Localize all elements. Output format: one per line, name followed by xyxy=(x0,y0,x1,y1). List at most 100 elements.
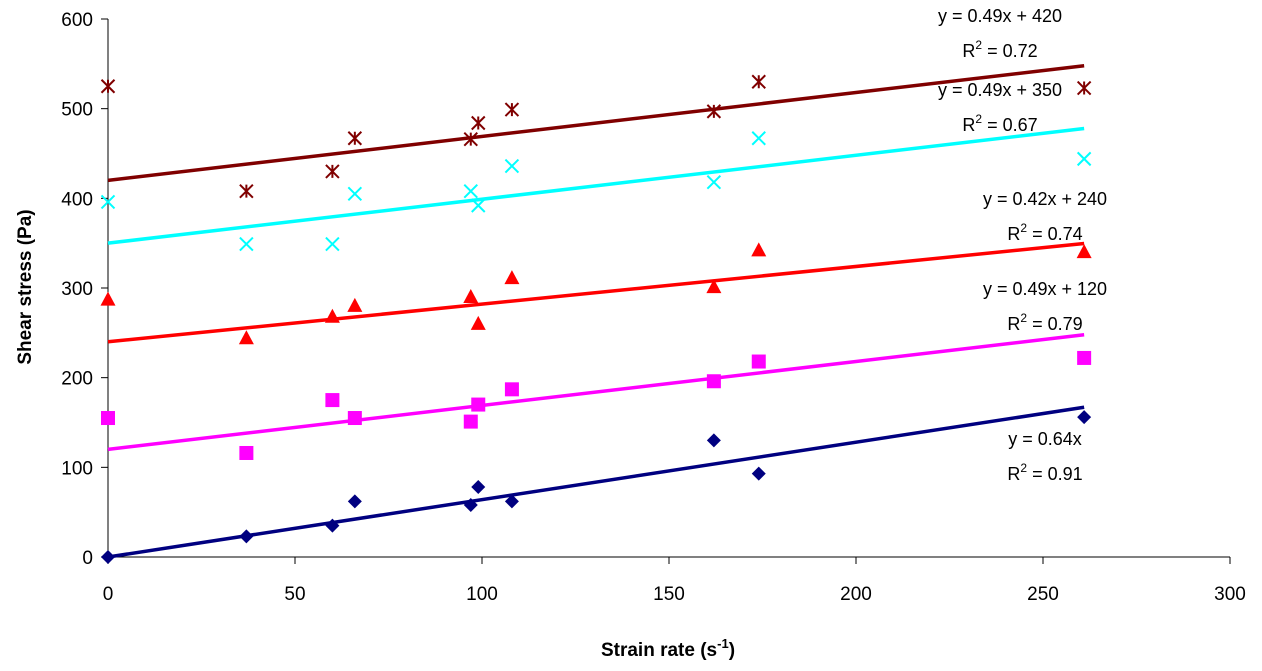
data-point xyxy=(100,194,116,210)
data-point xyxy=(239,529,254,544)
data-point xyxy=(471,397,486,412)
data-point xyxy=(347,297,363,312)
trendline xyxy=(107,405,1085,559)
r2-label: R xyxy=(962,41,975,61)
data-point xyxy=(706,374,721,389)
x-axis-title-main: Strain rate (s xyxy=(601,640,717,661)
data-point xyxy=(1076,151,1092,167)
x-axis-title-sup: -1 xyxy=(717,636,729,651)
y-tick-label: 300 xyxy=(61,279,93,300)
data-point xyxy=(463,288,479,303)
data-point xyxy=(100,291,116,306)
data-point xyxy=(238,330,254,345)
trend-r-squared: R2 = 0.67 xyxy=(962,112,1037,135)
data-point xyxy=(239,236,254,252)
r2-value: = 0.67 xyxy=(982,115,1038,135)
data-point xyxy=(101,550,115,564)
trendlines xyxy=(107,63,1085,559)
y-axis-title: Shear stress (Pa) xyxy=(15,209,36,364)
data-point xyxy=(463,414,478,429)
data-point xyxy=(101,411,115,426)
data-point xyxy=(325,164,340,179)
r2-sup: 2 xyxy=(1020,311,1027,325)
r2-label: R xyxy=(1007,224,1020,244)
data-point xyxy=(706,104,722,119)
data-point xyxy=(239,445,254,460)
data-point xyxy=(751,466,766,481)
data-point xyxy=(504,494,519,509)
data-point xyxy=(504,158,520,174)
data-point xyxy=(1076,244,1092,259)
data-point xyxy=(751,242,767,257)
x-axis-title-close: ) xyxy=(729,640,735,661)
data-point xyxy=(347,411,362,426)
data-point xyxy=(100,79,116,94)
data-point xyxy=(471,115,486,131)
x-tick-label: 0 xyxy=(103,584,114,605)
trend-r-squared: R2 = 0.79 xyxy=(1007,311,1082,334)
data-point xyxy=(504,382,519,397)
trend-equation: y = 0.64x xyxy=(1008,429,1082,449)
trendline xyxy=(107,63,1085,183)
trend-equation: y = 0.42x + 240 xyxy=(983,189,1107,209)
trendline xyxy=(107,126,1085,245)
data-point xyxy=(706,279,722,294)
data-point xyxy=(463,183,478,199)
data-point xyxy=(706,174,722,190)
data-point xyxy=(325,393,340,408)
y-tick-label: 100 xyxy=(61,458,93,479)
x-axis-title: Strain rate (s-1) xyxy=(601,636,735,661)
data-point xyxy=(1077,350,1092,365)
data-point xyxy=(471,198,486,213)
data-point xyxy=(347,186,363,202)
data-point xyxy=(504,270,520,285)
trendline xyxy=(107,332,1085,452)
y-tick-label: 600 xyxy=(61,10,93,31)
data-point xyxy=(239,183,254,199)
r2-value: = 0.72 xyxy=(982,41,1038,61)
trend-r-squared: R2 = 0.74 xyxy=(1007,221,1082,244)
trend-equation: y = 0.49x + 420 xyxy=(938,6,1062,26)
data-point xyxy=(751,131,766,146)
x-tick-label: 100 xyxy=(466,584,498,605)
trend-equation: y = 0.49x + 350 xyxy=(938,80,1062,100)
r2-sup: 2 xyxy=(975,112,982,126)
x-tick-label: 200 xyxy=(840,584,872,605)
trend-r-squared: R2 = 0.72 xyxy=(962,38,1037,61)
data-point xyxy=(751,354,766,369)
data-point xyxy=(471,480,486,495)
r2-value: = 0.91 xyxy=(1027,464,1083,484)
data-point xyxy=(504,102,520,117)
y-tick-label: 0 xyxy=(82,548,93,569)
r2-label: R xyxy=(1007,464,1020,484)
r2-sup: 2 xyxy=(975,38,982,52)
data-point xyxy=(1077,410,1092,425)
y-tick-label: 500 xyxy=(61,100,93,121)
data-point xyxy=(347,494,362,509)
data-point xyxy=(325,236,340,252)
data-point xyxy=(470,315,486,330)
data-points xyxy=(100,74,1092,564)
trend-r-squared: R2 = 0.91 xyxy=(1007,461,1082,484)
y-tick-label: 200 xyxy=(61,369,93,390)
data-point xyxy=(325,518,340,533)
trendline xyxy=(107,241,1085,344)
data-point xyxy=(347,131,363,146)
data-point xyxy=(706,433,721,448)
x-tick-label: 300 xyxy=(1214,584,1246,605)
r2-sup: 2 xyxy=(1020,461,1027,475)
x-tick-label: 250 xyxy=(1027,584,1059,605)
x-tick-label: 50 xyxy=(284,584,305,605)
r2-value: = 0.79 xyxy=(1027,314,1083,334)
x-tick-label: 150 xyxy=(653,584,685,605)
data-point xyxy=(463,497,478,512)
axes: 0 100 200 300 400 500 600 0 50 100 150 200 250 300 xyxy=(61,10,1246,605)
r2-label: R xyxy=(962,115,975,135)
r2-value: = 0.74 xyxy=(1027,224,1083,244)
data-point xyxy=(324,308,340,323)
r2-label: R xyxy=(1007,314,1020,334)
r2-sup: 2 xyxy=(1020,221,1027,235)
y-tick-label: 400 xyxy=(61,189,93,210)
